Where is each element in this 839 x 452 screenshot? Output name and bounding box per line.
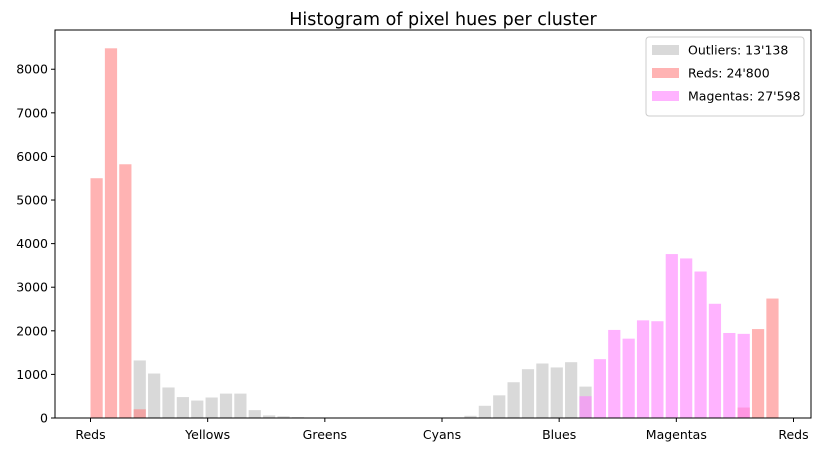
plot-frame bbox=[54, 29, 812, 419]
legend-frame bbox=[645, 36, 805, 117]
bar-series0-bin29 bbox=[507, 382, 520, 418]
bar-series2-bin40 bbox=[665, 254, 678, 418]
legend: Outliers: 13'138 Reds: 24'800 Magentas: 27… bbox=[645, 36, 805, 117]
bar-series0-bin4 bbox=[148, 373, 161, 418]
x-tick-label: Reds bbox=[778, 427, 808, 442]
bar-series1-bin47 bbox=[766, 298, 779, 418]
y-tick-label: 1000 bbox=[16, 367, 48, 382]
x-tick-label: Reds bbox=[75, 427, 105, 442]
legend-swatch bbox=[652, 91, 679, 101]
bar-series1-bin2 bbox=[119, 164, 132, 418]
chart-title: Histogram of pixel hues per cluster bbox=[289, 10, 597, 30]
bar-series2-bin44 bbox=[723, 332, 736, 418]
y-tick-label: 6000 bbox=[16, 149, 48, 164]
y-tick-label: 5000 bbox=[16, 193, 48, 208]
bar-series1-bin3 bbox=[133, 409, 146, 418]
bar-series0-bin27 bbox=[478, 405, 491, 418]
bar-series2-bin34 bbox=[579, 396, 592, 418]
legend-swatch bbox=[652, 68, 679, 78]
legend-label: Outliers: 13'138 bbox=[688, 43, 788, 58]
bar-series0-bin9 bbox=[219, 393, 233, 418]
x-axis: Reds Yellows Greens Cyans Blues Magentas Reds bbox=[75, 418, 809, 442]
bar-series0-bin3 bbox=[133, 360, 146, 418]
bar-series1-bin1 bbox=[104, 48, 118, 419]
bar-series0-bin6 bbox=[176, 397, 189, 418]
bar-series2-bin41 bbox=[680, 258, 693, 418]
legend-label: Magentas: 27'598 bbox=[688, 89, 800, 104]
bar-series0-bin33 bbox=[565, 362, 578, 418]
series-1 bbox=[90, 48, 779, 419]
x-tick-label: Magentas bbox=[646, 427, 707, 442]
x-tick-label: Yellows bbox=[184, 427, 230, 442]
bar-series1-bin0 bbox=[90, 178, 103, 418]
y-tick-label: 0 bbox=[40, 411, 48, 426]
y-tick-label: 4000 bbox=[16, 236, 48, 251]
legend-swatch bbox=[652, 45, 679, 55]
bar-series2-bin38 bbox=[636, 320, 650, 418]
bar-series0-bin30 bbox=[521, 369, 535, 418]
bar-series1-bin46 bbox=[751, 329, 765, 418]
bar-series0-bin12 bbox=[263, 415, 276, 418]
legend-label: Reds: 24'800 bbox=[688, 66, 770, 81]
bar-series2-bin39 bbox=[651, 321, 664, 418]
bar-series0-bin13 bbox=[277, 416, 290, 418]
bar-series2-bin37 bbox=[622, 338, 635, 418]
y-tick-label: 7000 bbox=[16, 105, 48, 120]
bar-series2-bin43 bbox=[708, 303, 722, 418]
y-tick-label: 2000 bbox=[16, 323, 48, 338]
bar-series0-bin32 bbox=[550, 367, 563, 418]
series-2 bbox=[579, 254, 750, 418]
x-tick-label: Greens bbox=[303, 427, 347, 442]
bar-series2-bin36 bbox=[608, 329, 621, 418]
x-tick-label: Cyans bbox=[423, 427, 461, 442]
y-axis: 0 1000 2000 3000 4000 5000 6000 7000 8000 bbox=[16, 62, 55, 426]
bar-series2-bin42 bbox=[694, 271, 707, 418]
bar-series0-bin26 bbox=[464, 415, 477, 418]
bar-series0-bin5 bbox=[162, 387, 175, 418]
bar-series2-bin35 bbox=[593, 359, 606, 418]
bar-series0-bin10 bbox=[234, 393, 247, 418]
y-tick-label: 3000 bbox=[16, 280, 48, 295]
bar-series0-bin7 bbox=[191, 400, 204, 418]
x-tick-label: Blues bbox=[542, 427, 576, 442]
bar-series0-bin11 bbox=[248, 410, 261, 418]
y-tick-label: 8000 bbox=[16, 62, 48, 77]
bar-series0-bin28 bbox=[493, 395, 506, 418]
series-0 bbox=[133, 360, 592, 418]
bar-series0-bin8 bbox=[205, 397, 218, 418]
bar-series0-bin31 bbox=[536, 363, 549, 418]
bar-series2-bin45 bbox=[737, 333, 750, 418]
bars-group bbox=[90, 48, 779, 419]
